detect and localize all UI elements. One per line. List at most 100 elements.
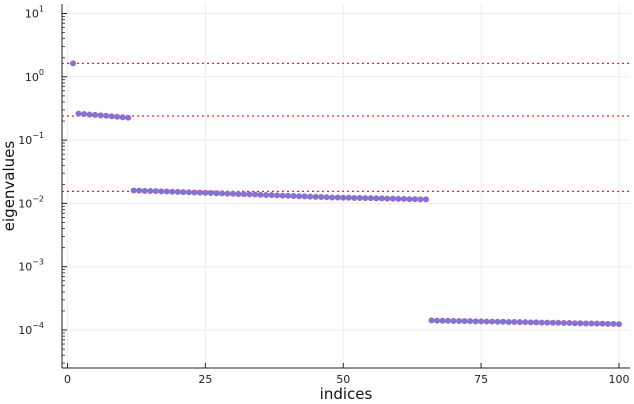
data-point <box>406 196 413 203</box>
data-point <box>533 319 540 326</box>
data-point <box>229 190 236 197</box>
x-tick-label: 100 <box>608 373 629 386</box>
data-point <box>114 113 121 120</box>
tick-labels: 0 25 50 75 100 101 100 10−1 10−2 10−3 10−4 <box>18 4 629 386</box>
data-point <box>351 194 358 201</box>
data-point <box>549 319 556 326</box>
data-point <box>274 192 281 199</box>
y-axis-title: eigenvalues <box>0 141 18 232</box>
data-point <box>191 189 198 196</box>
data-point <box>70 60 77 67</box>
data-point <box>318 194 325 201</box>
data-point <box>615 321 622 328</box>
data-point <box>240 191 247 198</box>
data-point <box>456 317 463 324</box>
data-point <box>312 193 319 200</box>
data-point <box>246 191 253 198</box>
reference-lines <box>62 62 630 193</box>
data-point <box>511 318 518 325</box>
data-point <box>417 196 424 203</box>
data-point <box>604 320 611 327</box>
data-point <box>147 188 154 195</box>
data-point <box>516 319 523 326</box>
data-point <box>422 196 429 203</box>
data-point <box>180 189 187 196</box>
data-point <box>505 318 512 325</box>
data-point <box>489 318 496 325</box>
axes-layer <box>61 4 630 369</box>
y-tick-label: 100 <box>25 68 44 84</box>
data-point <box>400 195 407 202</box>
data-point <box>268 192 275 199</box>
data-point <box>428 317 435 324</box>
y-tick-label: 10−3 <box>18 258 44 274</box>
data-point <box>86 111 93 118</box>
data-point <box>439 317 446 324</box>
data-point <box>582 320 589 327</box>
data-point <box>367 195 374 202</box>
data-point <box>285 192 292 199</box>
data-point <box>345 194 352 201</box>
data-point <box>340 194 347 201</box>
data-point <box>185 189 192 196</box>
data-point <box>411 196 418 203</box>
data-point <box>500 318 507 325</box>
data-point <box>296 193 303 200</box>
data-point <box>263 191 270 198</box>
data-point <box>92 111 99 118</box>
data-point <box>97 112 104 119</box>
data-point <box>307 193 314 200</box>
data-point <box>103 112 110 119</box>
data-point <box>384 195 391 202</box>
data-point <box>125 114 132 121</box>
data-markers <box>70 60 622 328</box>
x-axis-title: indices <box>320 385 373 403</box>
data-point <box>108 113 115 120</box>
data-point <box>356 194 363 201</box>
data-point <box>136 187 143 194</box>
data-point <box>158 188 165 195</box>
data-point <box>494 318 501 325</box>
data-point <box>599 320 606 327</box>
data-point <box>450 317 457 324</box>
data-point <box>527 319 534 326</box>
y-tick-label: 10−2 <box>18 194 44 210</box>
data-point <box>279 192 286 199</box>
data-point <box>235 190 242 197</box>
data-point <box>389 195 396 202</box>
data-point <box>174 188 181 195</box>
data-point <box>252 191 259 198</box>
data-point <box>472 318 479 325</box>
data-point <box>323 194 330 201</box>
data-point <box>290 192 297 199</box>
data-point <box>130 187 137 194</box>
data-point <box>207 190 214 197</box>
data-point <box>433 317 440 324</box>
data-point <box>152 188 159 195</box>
data-point <box>555 319 562 326</box>
data-point <box>301 193 308 200</box>
data-point <box>566 320 573 327</box>
data-point <box>522 319 529 326</box>
x-tick-label: 0 <box>64 373 71 386</box>
data-point <box>362 195 369 202</box>
data-point <box>544 319 551 326</box>
data-point <box>75 110 82 117</box>
data-point <box>610 320 617 327</box>
data-point <box>378 195 385 202</box>
data-point <box>213 190 220 197</box>
data-point <box>141 187 148 194</box>
y-tick-label: 101 <box>25 4 44 20</box>
data-point <box>218 190 225 197</box>
data-point <box>224 190 231 197</box>
data-point <box>445 317 452 324</box>
data-point <box>461 318 468 325</box>
data-point <box>257 191 264 198</box>
data-point <box>119 114 126 121</box>
data-point <box>169 188 176 195</box>
y-tick-label: 10−1 <box>18 131 44 147</box>
data-point <box>329 194 336 201</box>
x-tick-label: 50 <box>336 373 350 386</box>
data-point <box>467 318 474 325</box>
